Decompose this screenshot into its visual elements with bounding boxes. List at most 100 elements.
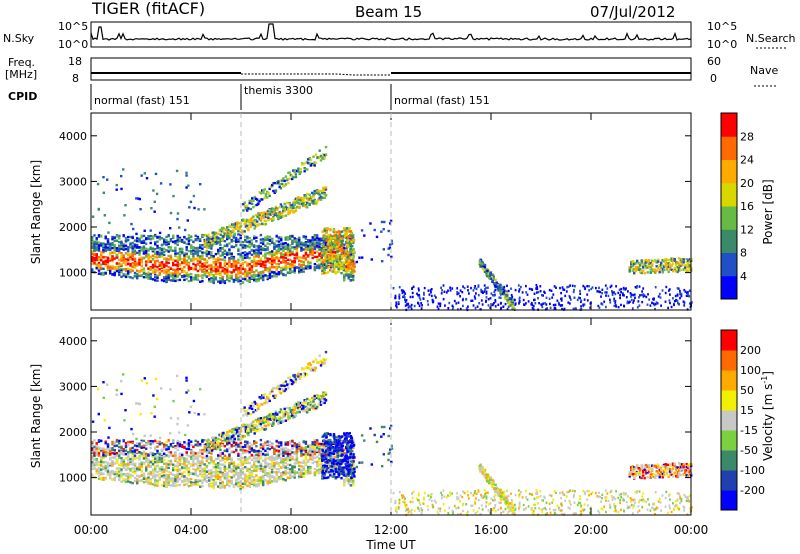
y-tick-label: 4000: [59, 130, 87, 143]
power-cell: [212, 281, 215, 285]
power-cell: [187, 261, 191, 265]
power-cell: [262, 216, 265, 219]
power-cell: [167, 271, 170, 274]
power-cell: [149, 229, 152, 232]
power-cell: [427, 303, 430, 306]
velocity-cell: [160, 475, 164, 478]
power-cell: [133, 262, 137, 266]
power-cell: [675, 263, 678, 267]
power-cell: [681, 260, 684, 263]
power-cell: [140, 264, 143, 268]
power-cell: [451, 304, 454, 307]
velocity-cell: [109, 472, 112, 475]
power-cell: [250, 248, 254, 252]
power-cell: [338, 245, 341, 249]
power-cell: [613, 299, 616, 303]
velocity-cell: [95, 446, 98, 449]
power-cell: [120, 241, 123, 245]
power-cell: [223, 252, 227, 255]
power-cell: [327, 234, 330, 237]
power-cell: [327, 258, 330, 262]
velocity-cell: [102, 456, 105, 459]
power-cell: [158, 235, 161, 239]
power-cell: [333, 237, 336, 240]
power-cell: [219, 229, 223, 233]
power-cell: [102, 191, 105, 194]
power-cell: [293, 237, 296, 240]
velocity-cell: [156, 474, 159, 477]
power-cell: [476, 305, 479, 308]
power-cell: [167, 242, 170, 246]
power-cell: [262, 275, 265, 278]
power-cell: [282, 266, 285, 269]
power-cell: [649, 304, 652, 307]
power-cell: [318, 265, 321, 268]
velocity-cell: [120, 468, 123, 471]
velocity-cell: [118, 445, 121, 449]
velocity-cell: [124, 452, 128, 456]
power-cell: [284, 261, 287, 264]
power-cell: [269, 213, 273, 216]
velocity-cell: [167, 459, 170, 463]
power-cell: [431, 298, 434, 302]
power-cell: [598, 306, 601, 309]
power-cell: [205, 265, 209, 269]
power-cell: [467, 289, 469, 292]
velocity-cell: [91, 457, 94, 460]
beam-title: Beam 15: [355, 3, 422, 21]
power-cell: [156, 250, 159, 254]
power-cell: [669, 293, 671, 296]
power-cell: [156, 246, 159, 250]
power-cell: [205, 261, 209, 264]
power-cell: [389, 219, 393, 223]
power-cell: [176, 234, 179, 238]
power-cell: [100, 234, 103, 237]
power-cell: [449, 286, 451, 289]
power-cell: [573, 288, 575, 292]
power-cell: [247, 207, 250, 210]
velocity-cell: [156, 481, 159, 484]
velocity-cell: [192, 481, 195, 485]
power-cell: [135, 197, 138, 200]
velocity-cell: [118, 454, 121, 457]
power-cell: [190, 247, 193, 250]
power-cell: [295, 239, 299, 242]
velocity-cell: [147, 453, 150, 456]
power-cell: [243, 204, 246, 208]
power-cell: [95, 246, 98, 249]
power-cell: [419, 298, 422, 301]
power-cell: [145, 272, 148, 276]
velocity-cell: [192, 462, 195, 465]
power-cell: [316, 238, 319, 241]
power-cell: [229, 230, 233, 233]
power-cell: [151, 248, 155, 252]
power-cell: [381, 260, 384, 263]
velocity-cell: [145, 465, 148, 468]
power-cell: [349, 242, 353, 246]
power-cell: [630, 298, 633, 302]
power-cell: [580, 300, 582, 304]
power-cell: [334, 259, 337, 262]
power-cell: [313, 235, 317, 239]
power-cell: [91, 259, 94, 263]
power-cell: [340, 240, 343, 243]
power-cell: [210, 273, 213, 276]
power-cell: [334, 262, 337, 266]
power-cell: [277, 259, 281, 262]
power-cell: [165, 257, 168, 260]
power-cell: [239, 271, 242, 275]
power-cell: [316, 190, 319, 193]
power-cell: [163, 276, 166, 279]
velocity-cell: [154, 481, 157, 484]
velocity-cell: [140, 439, 143, 442]
power-cell: [262, 191, 265, 194]
power-cell: [271, 183, 274, 187]
velocity-cell: [176, 480, 179, 483]
power-cell: [169, 254, 173, 257]
velocity-cell: [174, 481, 177, 484]
power-cell: [347, 227, 350, 230]
power-cell: [307, 244, 310, 248]
power-cell: [667, 263, 670, 267]
power-cell: [276, 208, 279, 211]
power-cell: [666, 262, 669, 265]
